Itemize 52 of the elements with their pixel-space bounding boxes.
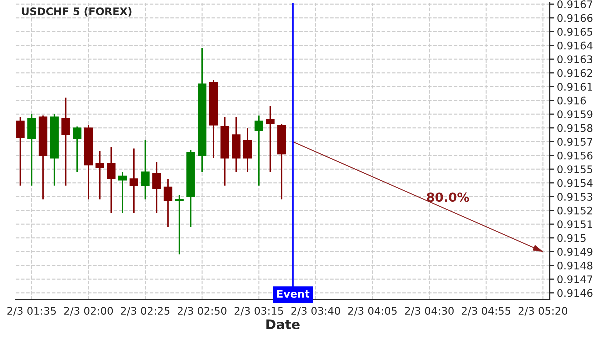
y-tick-label: 0.916 [558, 96, 586, 105]
y-tick-label: 0.9148 [558, 262, 593, 270]
candlestick [62, 97, 70, 187]
y-tick-label: 0.9149 [558, 248, 593, 256]
y-tick-label: 0.9154 [558, 179, 593, 188]
candlestick [130, 148, 138, 214]
y-tick-label: 0.9165 [558, 28, 592, 36]
x-axis-title: Date [266, 320, 300, 330]
y-tick-label: 0.9152 [558, 206, 592, 215]
y-tick-label: 0.9157 [558, 138, 593, 146]
y-tick-label: 0.9147 [558, 276, 593, 284]
chart-title: USDCHF 5 (FOREX) [22, 7, 132, 17]
y-tick-label: 0.9146 [558, 289, 593, 298]
candlestick [107, 146, 116, 214]
x-tick-label: 2/3 02:25 [121, 307, 170, 316]
candlestick [175, 194, 184, 256]
x-tick-label: 2/3 04:55 [462, 307, 511, 316]
x-tick-label: 2/3 02:50 [178, 307, 227, 316]
ref-line-label: Event [278, 290, 310, 298]
annotation: 80.0% [427, 192, 470, 202]
y-tick-label: 0.9151 [558, 220, 592, 228]
y-tick-label: 0.9155 [558, 166, 592, 174]
y-tick-label: 0.9156 [558, 152, 593, 160]
x-tick-label: 2/3 04:05 [348, 307, 397, 316]
y-tick-label: 0.9166 [558, 14, 593, 22]
candlestick [28, 114, 36, 187]
candlestick [164, 178, 173, 228]
x-tick-label: 2/3 04:30 [405, 307, 454, 316]
y-tick-label: 0.9161 [558, 83, 592, 91]
candlestick [73, 126, 82, 173]
y-tick-label: 0.9163 [558, 56, 593, 64]
candlestick [243, 127, 252, 173]
y-tick-label: 0.9164 [558, 42, 593, 50]
candlestick [96, 150, 104, 200]
x-tick-label: 2/3 03:40 [292, 307, 340, 316]
candlestick [152, 162, 162, 214]
candlestick [118, 171, 128, 214]
x-tick-label: 2/3 05:20 [518, 307, 568, 316]
candlestick [232, 116, 241, 173]
y-tick-label: 0.9153 [558, 193, 593, 201]
x-tick-label: 2/3 02:00 [64, 307, 114, 316]
candlestick [141, 140, 150, 200]
y-tick-label: 0.9158 [558, 124, 593, 132]
y-tick-label: 0.9159 [558, 110, 593, 118]
candlestick [266, 105, 275, 173]
candlestick [254, 115, 264, 187]
y-tick-label: 0.915 [558, 234, 586, 242]
x-tick-label: 2/3 01:35 [8, 307, 56, 316]
y-tick-label: 0.9167 [558, 0, 593, 8]
candlestick [16, 116, 25, 187]
y-tick-label: 0.9162 [558, 69, 592, 78]
x-tick-label: 2/3 03:15 [234, 307, 284, 316]
